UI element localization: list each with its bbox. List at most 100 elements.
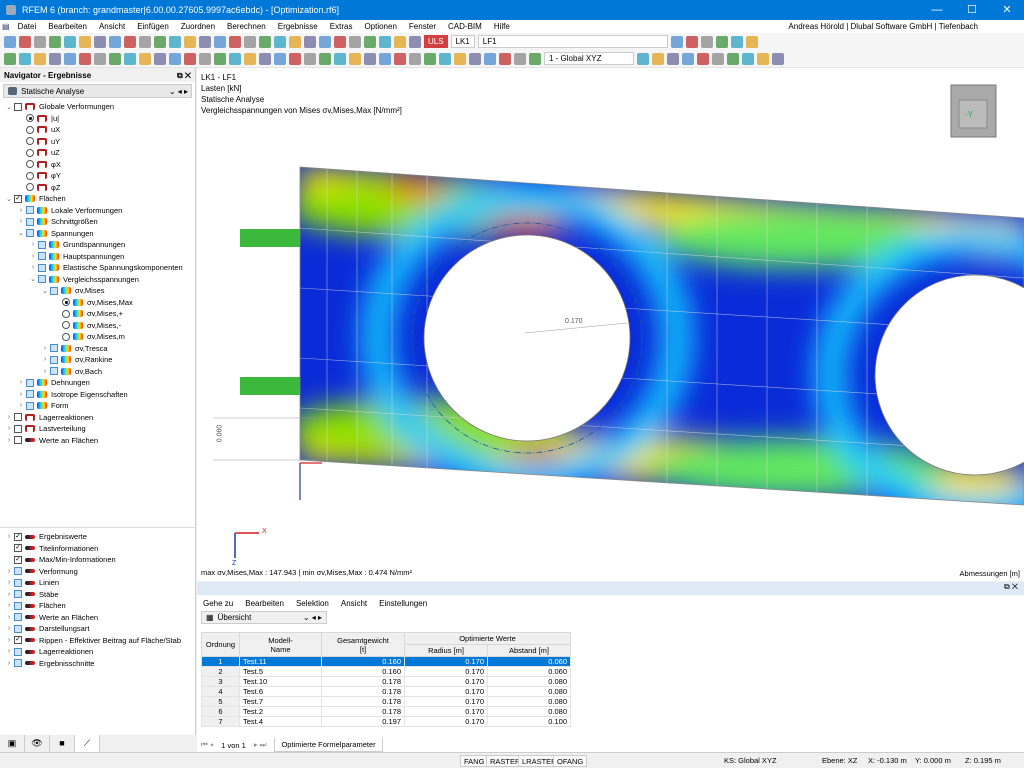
table-row[interactable]: 3 Test.10 0.178 0.170 0.080	[201, 676, 571, 687]
radio-button[interactable]	[26, 125, 34, 134]
toolbar-tool-icon[interactable]	[184, 52, 196, 65]
expand-chevron-icon[interactable]: ›	[43, 367, 47, 375]
expand-chevron-icon[interactable]: ›	[7, 579, 11, 587]
display-item[interactable]: ✓ Max/Min-Informationen	[0, 554, 195, 566]
cell-weight[interactable]: 0.197	[321, 716, 405, 727]
table-menu-3[interactable]: Ansicht	[340, 599, 368, 608]
toolbar-tool-icon[interactable]	[259, 52, 271, 65]
cell-radius[interactable]: 0.170	[404, 676, 488, 687]
checkbox[interactable]	[14, 567, 22, 576]
tree-item[interactable]: › Dehnungen	[0, 377, 195, 389]
toolbar-tool-icon[interactable]	[94, 35, 106, 48]
toolbar-tool-icon[interactable]	[439, 52, 451, 65]
cell-radius[interactable]: 0.170	[404, 696, 488, 707]
checkbox[interactable]	[14, 102, 22, 111]
cell-model-name[interactable]: Test.6	[239, 686, 322, 697]
radio-button[interactable]	[26, 148, 34, 157]
toolbar-tool-icon[interactable]	[304, 35, 316, 48]
expand-chevron-icon[interactable]: ›	[7, 567, 11, 575]
cell-weight[interactable]: 0.178	[321, 676, 405, 687]
radio-button[interactable]	[62, 321, 70, 330]
last-page-button[interactable]: ▸ ⏭	[253, 740, 267, 749]
toolbar-tool-icon[interactable]	[514, 52, 526, 65]
expand-chevron-icon[interactable]: ⌄	[6, 195, 12, 203]
cell-gap[interactable]: 0.100	[487, 716, 571, 727]
table-menu-2[interactable]: Selektion	[295, 599, 329, 608]
view-tab-icon[interactable]: 👁	[25, 735, 50, 752]
toolbar-tool-icon[interactable]	[715, 35, 728, 48]
toolbar-tool-icon[interactable]	[34, 52, 46, 65]
toolbar-tool-icon[interactable]	[199, 35, 211, 48]
checkbox[interactable]	[14, 436, 22, 445]
minimize-button[interactable]: —	[931, 4, 943, 16]
cell-radius[interactable]: 0.170	[404, 666, 488, 677]
cell-weight[interactable]: 0.178	[321, 686, 405, 697]
checkbox[interactable]	[38, 275, 46, 284]
expand-chevron-icon[interactable]: ›	[7, 590, 11, 598]
checkbox[interactable]	[50, 344, 58, 353]
expand-chevron-icon[interactable]: ›	[19, 218, 23, 226]
radio-button[interactable]	[62, 309, 70, 318]
tree-item[interactable]: |u|	[0, 113, 195, 125]
tree-item[interactable]: › σv,Bach	[0, 366, 195, 378]
menu-10[interactable]: CAD-BIM	[448, 22, 482, 31]
toolbar-tool-icon[interactable]	[79, 52, 91, 65]
toolbar-tool-icon[interactable]	[394, 52, 406, 65]
toolbar-tool-icon[interactable]	[274, 52, 286, 65]
cell-order[interactable]: 7	[201, 716, 240, 727]
radio-button[interactable]	[62, 298, 70, 307]
checkbox[interactable]	[14, 413, 22, 422]
tree-item[interactable]: › Lokale Verformungen	[0, 205, 195, 217]
expand-chevron-icon[interactable]: ⌄	[18, 230, 24, 238]
close-button[interactable]: ✕	[1002, 4, 1012, 16]
toolbar-tool-icon[interactable]	[685, 35, 698, 48]
grid-button[interactable]: RASTER	[486, 755, 525, 767]
toolbar-tool-icon[interactable]	[334, 35, 346, 48]
checkbox[interactable]	[26, 390, 34, 399]
toolbar-tool-icon[interactable]	[529, 52, 541, 65]
checkbox[interactable]: ✓	[14, 544, 22, 553]
toolbar-tool-icon[interactable]	[319, 35, 331, 48]
tree-item[interactable]: › Elastische Spannungskomponenten	[0, 262, 195, 274]
menu-6[interactable]: Ergebnisse	[277, 22, 318, 31]
coordinate-system-select[interactable]: 1 - Global XYZ	[544, 52, 634, 65]
object-snap-button[interactable]: OFANG	[553, 755, 588, 767]
radio-button[interactable]	[26, 171, 34, 180]
table-row[interactable]: 1 Test.11 0.160 0.170 0.060	[201, 656, 571, 667]
table-row[interactable]: 4 Test.6 0.178 0.170 0.080	[201, 686, 571, 697]
toolbar-tool-icon[interactable]	[682, 52, 694, 65]
expand-chevron-icon[interactable]: ›	[19, 379, 23, 387]
menu-1[interactable]: Bearbeiten	[48, 22, 87, 31]
snap-button[interactable]: FANG	[460, 755, 489, 767]
radio-button[interactable]	[26, 160, 34, 169]
display-item[interactable]: › Linien	[0, 577, 195, 589]
toolbar-tool-icon[interactable]	[259, 35, 271, 48]
toolbar-tool-icon[interactable]	[34, 35, 46, 48]
tree-item[interactable]: › Grundspannungen	[0, 239, 195, 251]
toolbar-tool-icon[interactable]	[772, 52, 784, 65]
display-item[interactable]: › Stäbe	[0, 589, 195, 601]
table-menu-1[interactable]: Bearbeiten	[245, 599, 284, 608]
expand-chevron-icon[interactable]: ⌄	[6, 103, 12, 111]
toolbar-tool-icon[interactable]	[79, 35, 91, 48]
toolbar-tool-icon[interactable]	[469, 52, 481, 65]
toolbar-tool-icon[interactable]	[109, 52, 121, 65]
tree-item[interactable]: ⌄ Vergleichsspannungen	[0, 274, 195, 286]
cell-model-name[interactable]: Test.2	[239, 706, 322, 717]
tree-item[interactable]: ⌄ Spannungen	[0, 228, 195, 240]
tree-item[interactable]: uX	[0, 124, 195, 136]
toolbar-tool-icon[interactable]	[169, 52, 181, 65]
tree-item[interactable]: ⌄ σv,Mises	[0, 285, 195, 297]
toolbar-tool-icon[interactable]	[712, 52, 724, 65]
checkbox[interactable]	[50, 355, 58, 364]
tab-optimized-parameters[interactable]: Optimierte Formelparameter	[274, 738, 383, 752]
toolbar-tool-icon[interactable]	[4, 35, 16, 48]
tree-item[interactable]: › Werte an Flächen	[0, 435, 195, 447]
checkbox[interactable]	[38, 240, 46, 249]
toolbar-tool-icon[interactable]	[274, 35, 286, 48]
tree-item[interactable]: › Form	[0, 400, 195, 412]
toolbar-tool-icon[interactable]	[109, 35, 121, 48]
cell-model-name[interactable]: Test.10	[239, 676, 322, 687]
checkbox[interactable]	[14, 624, 22, 633]
expand-chevron-icon[interactable]: ›	[31, 252, 35, 260]
